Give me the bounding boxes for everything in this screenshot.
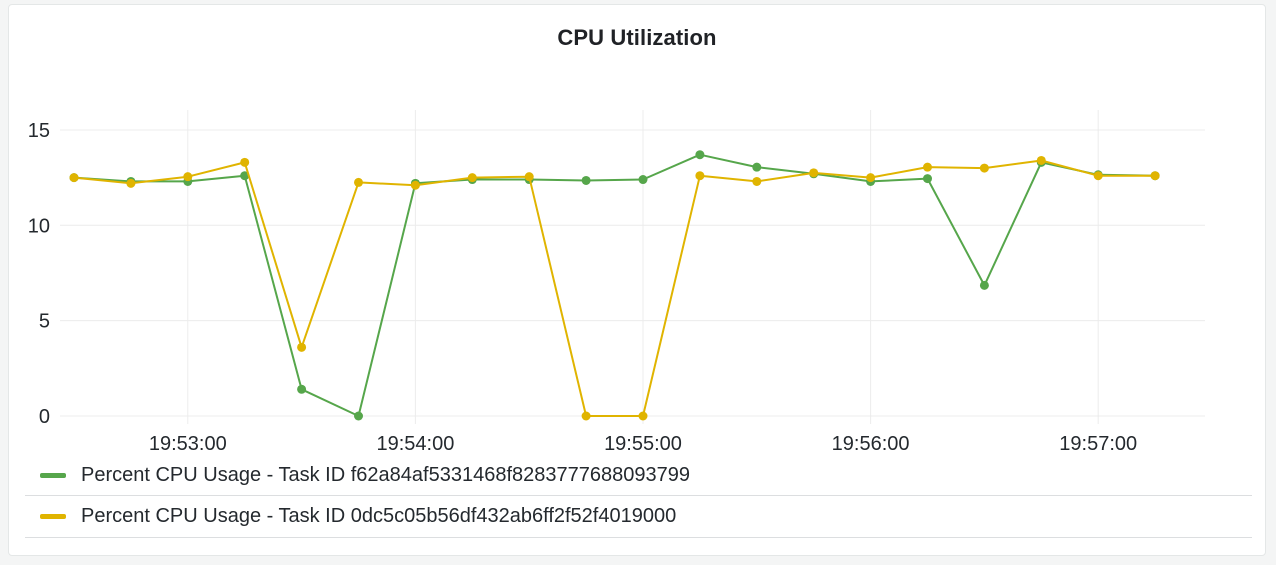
- data-point[interactable]: [979, 163, 989, 173]
- y-tick-label: 0: [39, 406, 50, 428]
- data-point[interactable]: [979, 280, 989, 290]
- data-point[interactable]: [581, 411, 591, 421]
- data-point[interactable]: [240, 171, 250, 181]
- data-point[interactable]: [1036, 155, 1046, 165]
- data-point[interactable]: [69, 173, 79, 183]
- x-axis: 19:53:00 19:54:00 19:55:00 19:56:00 19:57:00: [149, 433, 1137, 455]
- legend-item-yellow-series[interactable]: Percent CPU Usage - Task ID 0dc5c05b56df…: [25, 496, 1252, 538]
- x-tick-label: 19:57:00: [1059, 433, 1137, 455]
- y-axis: 0 5 10 15: [28, 120, 50, 428]
- series-yellow: [69, 155, 1160, 421]
- data-point[interactable]: [467, 173, 477, 183]
- data-point[interactable]: [866, 173, 876, 183]
- x-tick-label: 19:55:00: [604, 433, 682, 455]
- data-point[interactable]: [809, 168, 819, 178]
- legend-label: Percent CPU Usage - Task ID 0dc5c05b56df…: [81, 505, 677, 527]
- series-line: [73, 153, 1156, 417]
- series-color-swatch: [40, 472, 66, 478]
- data-point[interactable]: [410, 180, 420, 190]
- data-point[interactable]: [297, 384, 307, 394]
- data-point[interactable]: [524, 172, 534, 182]
- x-tick-label: 19:54:00: [376, 433, 454, 455]
- data-point[interactable]: [752, 162, 762, 172]
- data-point[interactable]: [126, 178, 136, 188]
- legend-label: Percent CPU Usage - Task ID f62a84af5331…: [81, 463, 690, 486]
- data-point[interactable]: [1150, 171, 1160, 181]
- data-point[interactable]: [923, 162, 932, 172]
- data-point[interactable]: [695, 171, 705, 181]
- grid: [60, 110, 1205, 424]
- y-tick-label: 15: [28, 120, 50, 142]
- data-point[interactable]: [240, 157, 250, 167]
- data-point[interactable]: [695, 150, 705, 160]
- y-tick-label: 10: [28, 215, 50, 237]
- data-point[interactable]: [752, 176, 762, 186]
- data-point[interactable]: [923, 174, 932, 184]
- panel-title[interactable]: CPU Utilization: [557, 25, 717, 50]
- series-color-swatch: [40, 514, 66, 519]
- series-layer: [69, 150, 1160, 421]
- series-green: [69, 150, 1160, 421]
- chart-panel: CPU Utilization: [8, 4, 1266, 556]
- data-point[interactable]: [183, 172, 193, 182]
- data-point[interactable]: [581, 175, 591, 185]
- data-point[interactable]: [638, 411, 648, 421]
- legend-item-green-series[interactable]: Percent CPU Usage - Task ID f62a84af5331…: [25, 455, 1252, 496]
- legend: Percent CPU Usage - Task ID f62a84af5331…: [25, 455, 1252, 538]
- data-point[interactable]: [297, 342, 307, 352]
- data-point[interactable]: [638, 175, 648, 185]
- data-point[interactable]: [354, 411, 363, 421]
- series-line: [73, 159, 1156, 417]
- y-tick-label: 5: [39, 311, 50, 333]
- data-point[interactable]: [1093, 171, 1103, 181]
- x-tick-label: 19:56:00: [832, 433, 910, 455]
- data-point[interactable]: [354, 177, 363, 187]
- x-tick-label: 19:53:00: [149, 433, 227, 455]
